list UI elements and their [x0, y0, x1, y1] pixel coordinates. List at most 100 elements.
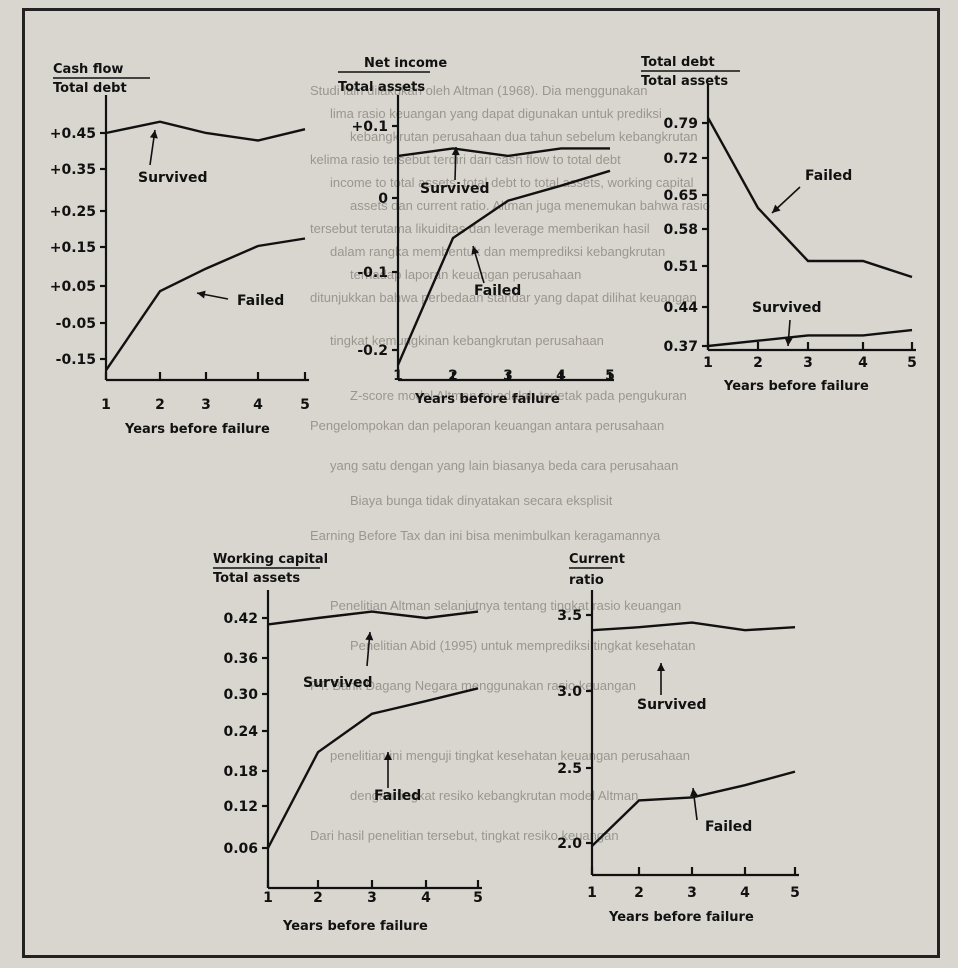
chart-title-numerator: Current — [569, 552, 625, 567]
x-tick-label: 5 — [605, 368, 615, 384]
x-tick-label: 3 — [201, 397, 211, 413]
chart-panel-2: Net income Total assets +0.1 0 -0.1 -0.2 1 2 3 4 5… — [338, 56, 615, 407]
y-tick-label: 0.51 — [663, 259, 698, 275]
x-tick-label: 3 — [503, 368, 513, 384]
x-axis-label: Years before failure — [723, 379, 869, 394]
x-tick-label: 1 — [703, 355, 713, 371]
y-tick-label: 2.5 — [557, 761, 582, 777]
series-line-survived — [105, 120, 306, 142]
series-label-failed: Failed — [474, 283, 521, 299]
background-text-line: Dari hasil penelitian tersebut, tingkat … — [310, 828, 619, 843]
x-tick-label: 1 — [101, 397, 111, 413]
x-tick-label: 4 — [740, 885, 750, 901]
background-text-line: dalam rangka membentuk dan memprediksi k… — [330, 244, 665, 259]
series-line-survived — [591, 621, 796, 632]
series-label-survived: Survived — [303, 675, 373, 691]
series-line-survived — [707, 328, 913, 348]
arrow-head-icon — [657, 663, 665, 671]
y-tick-label: 0.06 — [223, 841, 258, 857]
series-label-survived: Survived — [138, 170, 208, 186]
background-text-line: Studi lain dilakukan oleh Altman (1968).… — [310, 83, 648, 98]
x-tick-label: 2 — [155, 397, 165, 413]
y-tick-label: 0.44 — [663, 300, 698, 316]
y-tick-label: +0.15 — [50, 240, 96, 256]
arrow-head-icon — [471, 246, 480, 255]
series-label-failed: Failed — [237, 293, 284, 309]
y-tick-label: -0.1 — [357, 265, 388, 281]
background-text-line: dengan tingkat resiko kebangkrutan model… — [350, 788, 638, 803]
x-axis-label: Years before failure — [608, 910, 754, 925]
series-line-survived — [397, 147, 610, 158]
series-label-survived: Survived — [752, 300, 822, 316]
y-tick-label: 3.0 — [557, 684, 582, 700]
arrow-head-icon — [451, 147, 460, 156]
series-line-failed — [706, 117, 913, 279]
chart-panel-3: Total debt Total assets 0.79 0.72 0.65 0.58 0.… — [641, 55, 917, 394]
y-tick-label: +0.05 — [50, 279, 96, 295]
chart-title-denominator: ratio — [569, 573, 604, 588]
y-tick-label: -0.2 — [357, 343, 388, 359]
series-line-survived — [267, 610, 479, 626]
x-tick-label: 5 — [790, 885, 800, 901]
background-text-line: assets dan current ratio. Altman juga me… — [350, 198, 710, 213]
arrow-head-icon — [784, 337, 793, 346]
y-tick-label: +0.1 — [351, 119, 388, 135]
y-tick-label: 0.18 — [223, 764, 258, 780]
y-tick-label: 0.65 — [663, 188, 698, 204]
chart-title-denominator: Total assets — [213, 571, 300, 586]
chart-title-numerator: Working capital — [213, 552, 328, 567]
figure-frame — [22, 8, 940, 958]
x-tick-label: 2 — [753, 355, 763, 371]
chart-panel-4: Working capital Total assets 0.42 0.36 0.30 0… — [213, 552, 483, 934]
background-text-line: ditunjukkan bahwa perbedaan standar yang… — [310, 290, 697, 305]
background-text-line: Biaya bunga tidak dinyatakan secara eksp… — [350, 493, 613, 508]
x-axis-label: Years before failure — [414, 392, 560, 407]
chart-title-denominator: Total assets — [641, 74, 728, 89]
series-line-failed — [396, 169, 611, 366]
x-tick-label: 4 — [253, 397, 263, 413]
background-text-line: Z-score model Altman ini adalah terletak… — [350, 388, 687, 403]
background-text-line: yang satu dengan yang lain biasanya beda… — [330, 458, 678, 473]
y-tick-label: 0.30 — [223, 687, 258, 703]
background-text-line: kebangkrutan perusahaan dua tahun sebelu… — [350, 129, 698, 144]
y-tick-label: -0.05 — [56, 316, 96, 332]
arrow-head-icon — [772, 204, 781, 213]
x-tick-label: 3 — [803, 355, 813, 371]
chart-title-numerator: Total debt — [641, 55, 715, 70]
y-tick-label: +0.25 — [50, 204, 96, 220]
x-axis-label: Years before failure — [282, 919, 428, 934]
background-text-line: PT. Bank Dagang Negara menggunakan rasio… — [310, 678, 636, 693]
background-text-line: Penelitian Altman selanjutnya tentang ti… — [330, 598, 681, 613]
x-tick-label: 4 — [556, 368, 566, 384]
x-tick-label: 2 — [448, 368, 458, 384]
y-tick-label: 0.79 — [663, 116, 698, 132]
x-tick-label: 5 — [907, 355, 917, 371]
x-tick-label: 5 — [473, 890, 483, 906]
y-tick-label: +0.35 — [50, 162, 96, 178]
y-tick-label: +0.45 — [50, 126, 96, 142]
background-text-line: terhadap laporan keuangan perusahaan — [350, 267, 581, 282]
y-tick-label: 0.37 — [663, 339, 698, 355]
chart-panel-5: Current ratio 3.5 3.0 2.5 2.0 1 2 3 4 5 Years befor… — [557, 552, 800, 925]
background-text-line: income to total assets, total debt to to… — [330, 175, 694, 190]
x-tick-label: 1 — [587, 885, 597, 901]
chart-title-denominator: Total debt — [53, 81, 127, 96]
y-tick-label: 0.12 — [223, 799, 258, 815]
y-tick-label: 2.0 — [557, 836, 582, 852]
series-label-failed: Failed — [805, 168, 852, 184]
series-line-failed — [591, 770, 796, 847]
y-tick-label: 3.5 — [557, 608, 582, 624]
series-label-survived: Survived — [637, 697, 707, 713]
x-tick-label: 1 — [393, 368, 403, 384]
chart-title-numerator: Cash flow — [53, 62, 123, 77]
arrow-head-icon — [690, 788, 698, 797]
arrow-head-icon — [365, 632, 374, 641]
y-tick-label: 0.42 — [223, 611, 258, 627]
y-tick-label: 0.58 — [663, 222, 698, 238]
background-text-line: Earning Before Tax dan ini bisa menimbul… — [310, 528, 661, 543]
y-tick-label: -0.15 — [56, 352, 96, 368]
x-axis-label: Years before failure — [124, 422, 270, 437]
